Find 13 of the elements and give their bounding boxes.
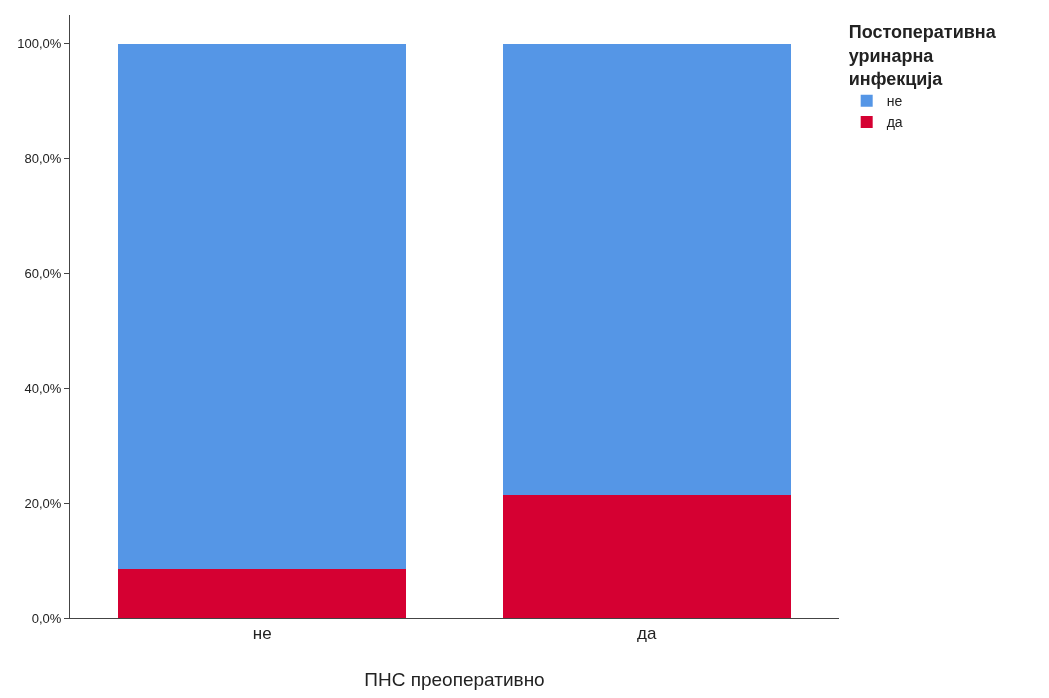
legend-title: Постоперативна уринарна инфекција — [848, 22, 997, 90]
y-tick-label: 40,0% — [24, 380, 62, 396]
y-tick-label: 80,0% — [24, 151, 62, 167]
y-tick-label: 0,0% — [31, 610, 62, 626]
y-tick-label: 20,0% — [24, 495, 62, 511]
bar — [502, 495, 791, 618]
bar — [118, 569, 407, 618]
legend-label: не — [886, 93, 903, 110]
legend-label: да — [886, 114, 903, 131]
bar — [502, 43, 791, 496]
x-axis-title: ПНС преоперативно — [364, 669, 545, 691]
y-tick-label: 100,0% — [17, 36, 62, 52]
y-tick-label: 60,0% — [24, 265, 62, 281]
